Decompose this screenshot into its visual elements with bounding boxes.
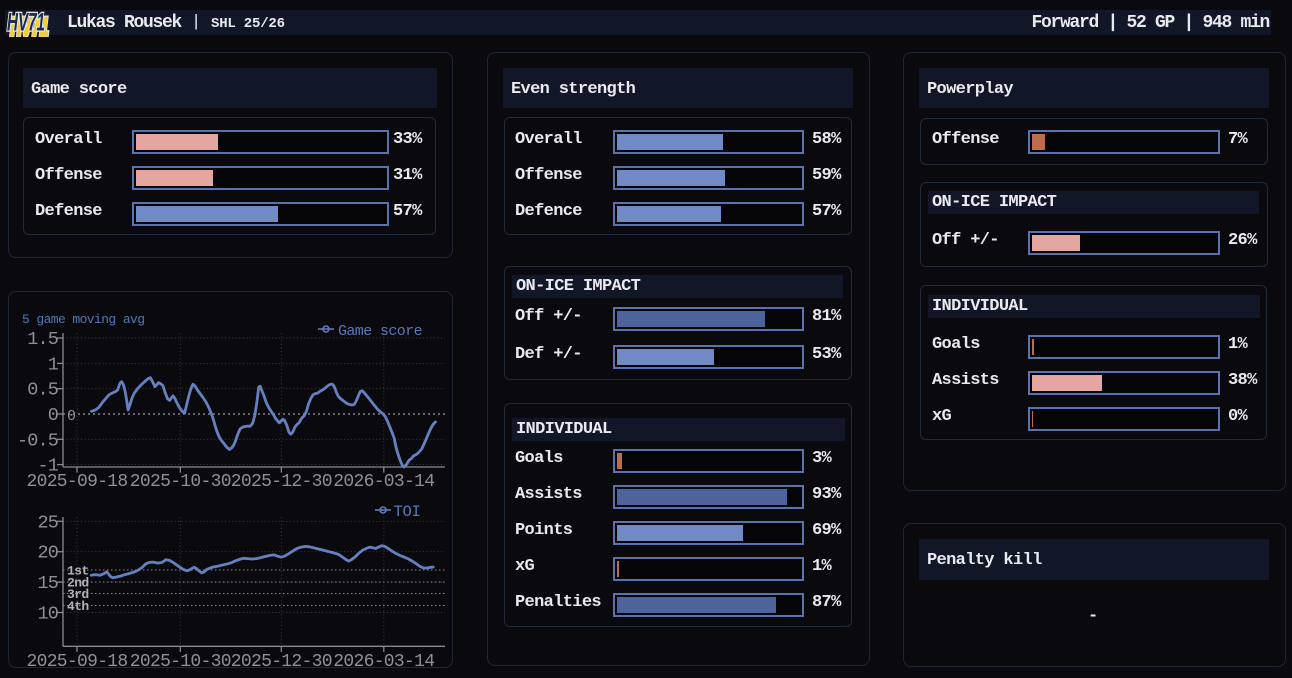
svg-text:5 game moving avg: 5 game moving avg [22, 312, 144, 327]
svg-text:2025-12-30: 2025-12-30 [231, 652, 332, 672]
svg-text:-1: -1 [37, 456, 58, 477]
svg-text:15: 15 [37, 573, 58, 594]
svg-text:0.5: 0.5 [27, 380, 58, 401]
svg-text:25: 25 [37, 512, 58, 533]
svg-text:-0.5: -0.5 [17, 430, 58, 451]
svg-text:2025-09-18: 2025-09-18 [26, 652, 127, 672]
svg-text:2025-12-30: 2025-12-30 [231, 472, 332, 492]
svg-text:4th: 4th [67, 599, 89, 614]
svg-text:2025-10-30: 2025-10-30 [130, 652, 231, 672]
svg-text:1st: 1st [67, 564, 89, 579]
svg-text:2025-09-18: 2025-09-18 [26, 472, 127, 492]
svg-text:0: 0 [48, 405, 58, 426]
svg-text:HV71: HV71 [11, 14, 49, 38]
svg-text:Game score: Game score [338, 323, 423, 340]
svg-text:3rd: 3rd [67, 587, 89, 602]
svg-text:HV71: HV71 [7, 9, 45, 37]
svg-text:2026-03-14: 2026-03-14 [333, 472, 434, 492]
svg-text:2nd: 2nd [67, 576, 89, 591]
svg-text:1.5: 1.5 [27, 329, 58, 350]
svg-text:0: 0 [67, 408, 76, 425]
svg-text:2026-03-14: 2026-03-14 [333, 652, 434, 672]
svg-text:1: 1 [48, 354, 59, 375]
svg-text:HV71: HV71 [7, 9, 45, 37]
svg-text:TOI: TOI [394, 503, 421, 521]
svg-text:20: 20 [37, 543, 58, 564]
svg-text:2025-10-30: 2025-10-30 [130, 472, 231, 492]
svg-text:10: 10 [37, 604, 58, 625]
svg-text:HV71: HV71 [11, 14, 49, 38]
